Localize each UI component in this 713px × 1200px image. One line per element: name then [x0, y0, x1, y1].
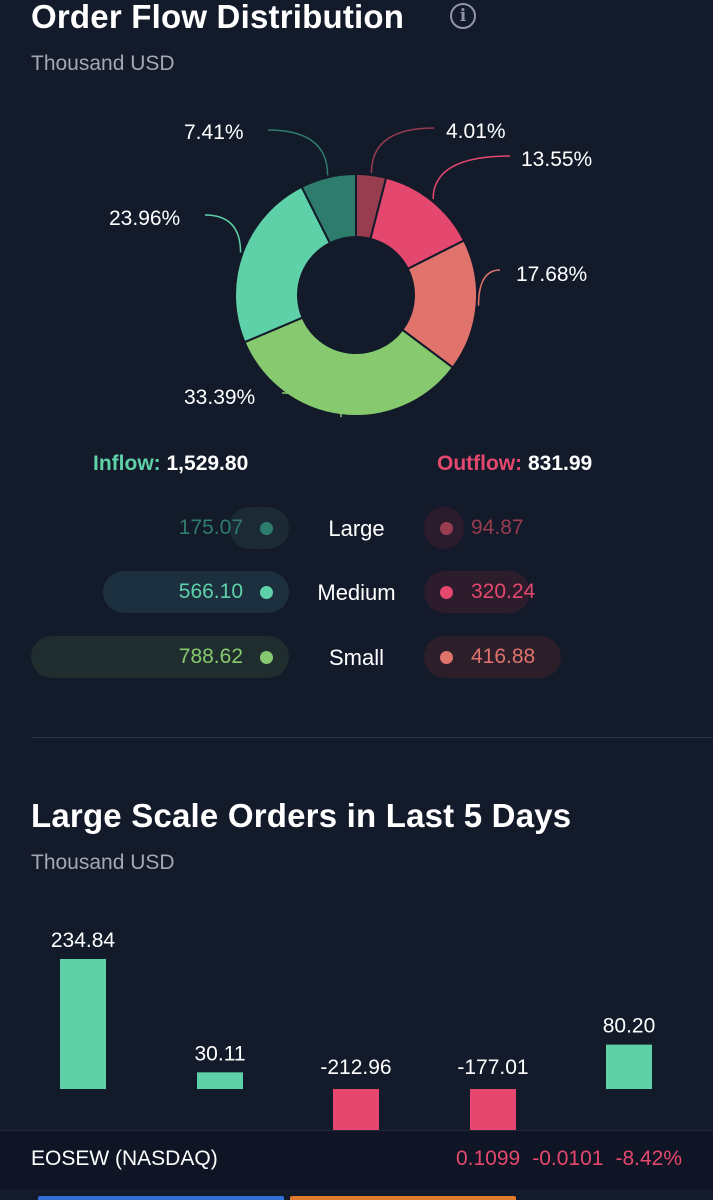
flow-row-large: 175.07 Large 94.87 — [0, 506, 713, 550]
order-flow-title: Order Flow Distribution — [31, 0, 405, 35]
inflow-summary: Inflow: 1,529.80 — [93, 452, 248, 476]
outflow-total: 831.99 — [527, 452, 593, 475]
bar-day-3[interactable] — [333, 1089, 379, 1200]
donut-label-small-out: 17.68% — [516, 263, 587, 286]
bar-value-day-3: -212.96 — [320, 1056, 391, 1079]
donut-leader-large-out — [370, 127, 435, 173]
flow-row-small: 788.62 Small 416.88 — [0, 635, 713, 679]
bottom-tab-left[interactable] — [38, 1196, 284, 1200]
donut-chart: 4.01% 13.55% 17.68% 33.39% 23.96% 7.41% — [0, 100, 713, 430]
outflow-value-large: 94.87 — [471, 516, 524, 539]
inflow-dot-large — [260, 522, 273, 535]
bar-value-day-5: 80.20 — [603, 1015, 656, 1038]
donut-leader-small-out — [477, 269, 501, 306]
bar-value-day-1: 234.84 — [51, 929, 116, 952]
bar-day-5[interactable] — [606, 1044, 652, 1089]
inflow-bar-large — [229, 507, 289, 549]
inflow-value-medium: 566.10 — [178, 580, 243, 603]
inflow-total: 1,529.80 — [166, 452, 249, 475]
donut-label-medium-in: 23.96% — [109, 207, 180, 230]
ticker-bar[interactable]: EOSEW (NASDAQ) 0.1099 -0.0101 -8.42% — [0, 1130, 713, 1189]
bottom-tab-right[interactable] — [290, 1196, 516, 1200]
donut-svg: 4.01% 13.55% 17.68% 33.39% 23.96% 7.41% — [109, 120, 592, 418]
ticker-price: 0.1099 — [455, 1147, 521, 1170]
donut-slice-large-in[interactable] — [300, 172, 357, 245]
inflow-value-large: 175.07 — [178, 516, 243, 539]
size-label-medium: Medium — [317, 580, 396, 605]
size-label-small: Small — [328, 645, 384, 670]
outflow-value-medium: 320.24 — [471, 580, 536, 603]
donut-label-small-in: 33.39% — [184, 386, 255, 409]
size-label-large: Large — [328, 516, 385, 541]
bar-day-1[interactable] — [60, 959, 106, 1089]
donut-leader-medium-out — [432, 155, 511, 200]
large-orders-unit: Thousand USD — [31, 851, 175, 874]
inflow-label: Inflow: — [93, 452, 161, 475]
info-icon[interactable]: i — [450, 3, 476, 29]
bar-chart-svg: 234.84 30.11 -212.96 -177.01 80.20 — [51, 929, 656, 1200]
bar-day-4[interactable] — [470, 1089, 516, 1187]
donut-label-medium-out: 13.55% — [521, 148, 592, 171]
flow-row-medium: 566.10 Medium 320.24 — [0, 570, 713, 614]
inflow-dot-medium — [260, 586, 273, 599]
donut-leader-small-in — [281, 392, 342, 418]
large-orders-title: Large Scale Orders in Last 5 Days — [31, 797, 572, 834]
large-orders-chart: 234.84 30.11 -212.96 -177.01 80.20 — [0, 900, 713, 1200]
ticker-name: EOSEW (NASDAQ) — [31, 1147, 218, 1170]
donut-leader-medium-in — [204, 214, 242, 253]
donut-label-large-in: 7.41% — [184, 121, 244, 144]
ticker-change: -0.0101 — [532, 1147, 604, 1170]
outflow-dot-medium — [440, 586, 453, 599]
ticker-change-pct: -8.42% — [615, 1147, 682, 1170]
inflow-bar-medium — [103, 571, 289, 613]
section-divider — [31, 737, 713, 738]
donut-slice-medium-in[interactable] — [234, 185, 332, 344]
donut-slice-small-in[interactable] — [243, 316, 455, 417]
inflow-bar-small — [31, 636, 289, 678]
donut-leader-large-in — [267, 129, 329, 176]
bar-value-day-4: -177.01 — [457, 1056, 528, 1079]
bar-day-2[interactable] — [197, 1072, 243, 1089]
outflow-dot-large — [440, 522, 453, 535]
outflow-value-small: 416.88 — [471, 645, 536, 668]
outflow-label: Outflow: — [437, 452, 523, 475]
inflow-value-small: 788.62 — [178, 645, 243, 668]
outflow-summary: Outflow: 831.99 — [437, 452, 592, 476]
order-flow-unit: Thousand USD — [31, 52, 175, 75]
ticker-quote: 0.1099 -0.0101 -8.42% — [444, 1147, 682, 1171]
donut-label-large-out: 4.01% — [446, 120, 506, 143]
bar-value-day-2: 30.11 — [195, 1042, 246, 1065]
inflow-dot-small — [260, 651, 273, 664]
outflow-dot-small — [440, 651, 453, 664]
